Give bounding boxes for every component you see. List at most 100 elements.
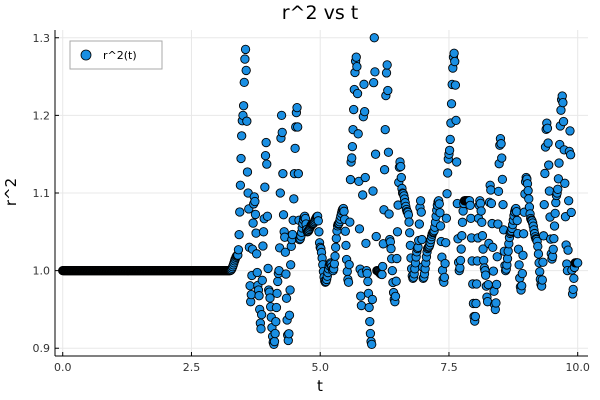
x-tick-label: 0.0 xyxy=(54,361,72,374)
data-point xyxy=(263,263,273,274)
data-point xyxy=(497,153,507,163)
data-point xyxy=(235,207,245,217)
data-point xyxy=(364,302,374,313)
data-point xyxy=(265,293,275,303)
data-point xyxy=(251,228,261,238)
data-point xyxy=(262,159,272,169)
data-point xyxy=(486,185,496,195)
x-tick-label: 10.0 xyxy=(565,361,590,374)
data-point xyxy=(345,174,356,185)
data-point xyxy=(390,291,401,301)
data-point xyxy=(452,157,462,167)
data-point xyxy=(488,242,498,252)
data-point xyxy=(543,138,553,148)
legend: r^2(t) xyxy=(69,40,163,70)
data-point xyxy=(273,276,283,287)
data-point xyxy=(281,293,292,303)
data-point xyxy=(275,188,285,198)
data-point xyxy=(284,329,294,339)
data-point xyxy=(242,116,252,126)
data-point xyxy=(343,277,354,287)
data-point xyxy=(498,199,508,210)
data-point xyxy=(558,97,568,108)
data-point xyxy=(441,238,451,248)
data-point xyxy=(239,77,249,88)
data-point xyxy=(548,244,558,254)
data-point xyxy=(523,185,533,196)
data-point xyxy=(486,198,497,209)
data-point xyxy=(396,161,406,172)
data-point xyxy=(258,241,268,251)
data-point xyxy=(359,79,369,89)
data-point xyxy=(556,105,566,115)
data-point xyxy=(270,328,280,339)
data-point xyxy=(488,266,499,276)
data-point xyxy=(496,139,506,149)
data-point xyxy=(340,226,350,236)
data-point xyxy=(313,216,323,226)
data-point xyxy=(383,147,394,157)
y-tick-label: 1.1 xyxy=(33,187,51,200)
data-point xyxy=(566,207,576,218)
data-point xyxy=(560,178,570,188)
data-point xyxy=(354,224,365,234)
data-point xyxy=(478,244,488,254)
x-tick-label: 2.5 xyxy=(183,361,201,374)
data-point xyxy=(563,245,573,255)
data-point xyxy=(443,168,453,178)
x-tick-label: 7.5 xyxy=(440,361,458,374)
data-point xyxy=(289,194,299,204)
data-point xyxy=(269,336,280,347)
data-point xyxy=(381,68,392,78)
data-point xyxy=(353,129,363,139)
data-point xyxy=(449,48,459,58)
data-point xyxy=(477,231,488,241)
y-axis-label: r^2 xyxy=(2,178,20,206)
data-point xyxy=(339,206,349,216)
data-point xyxy=(456,244,466,254)
data-point xyxy=(379,165,390,175)
data-point xyxy=(271,302,282,313)
data-point xyxy=(441,213,452,223)
data-point xyxy=(440,258,450,269)
data-point xyxy=(234,229,244,240)
data-point xyxy=(573,258,583,268)
data-point xyxy=(497,174,508,185)
data-point xyxy=(549,233,559,244)
data-point xyxy=(553,174,564,184)
data-point xyxy=(483,279,493,290)
data-point xyxy=(347,141,358,152)
data-point xyxy=(458,206,468,216)
data-point xyxy=(260,182,270,192)
data-point xyxy=(254,291,264,301)
data-point xyxy=(377,269,387,280)
data-point xyxy=(261,137,271,148)
data-point xyxy=(262,211,273,221)
chart-title: r^2 vs t xyxy=(282,2,359,24)
data-point xyxy=(434,199,444,209)
data-point xyxy=(396,172,406,183)
data-point xyxy=(260,150,271,161)
data-point xyxy=(387,265,397,276)
data-point xyxy=(511,206,522,217)
grid xyxy=(55,30,588,356)
data-point xyxy=(533,241,543,252)
x-tick-label: 5.0 xyxy=(311,361,329,374)
data-point xyxy=(382,60,392,70)
data-point xyxy=(362,268,372,279)
data-point xyxy=(455,263,465,273)
data-point xyxy=(417,234,427,245)
data-point xyxy=(451,115,461,126)
data-point xyxy=(369,33,379,43)
data-point xyxy=(517,268,527,279)
data-point xyxy=(450,56,460,67)
data-point xyxy=(514,260,524,270)
data-point xyxy=(391,276,401,286)
data-point xyxy=(365,328,376,339)
data-point xyxy=(475,198,486,209)
data-point xyxy=(517,281,527,291)
data-point xyxy=(415,196,426,206)
data-point xyxy=(549,221,560,231)
data-point xyxy=(272,288,282,299)
